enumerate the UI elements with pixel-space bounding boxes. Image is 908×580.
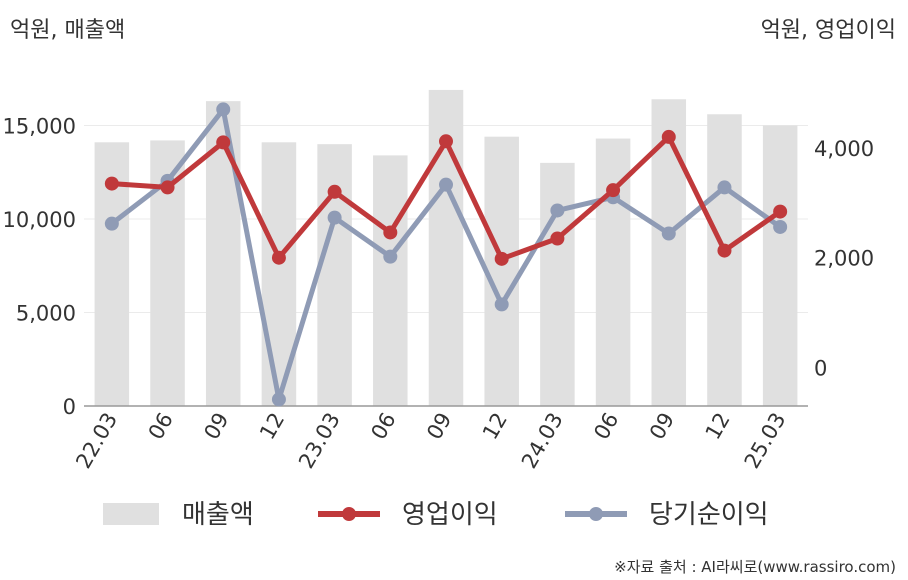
point-operating-profit [271, 250, 286, 265]
x-axis-tick-label: 25.03 [740, 409, 791, 473]
right-axis-unit-label: 억원, 영업이익 [761, 18, 896, 43]
point-operating-profit [606, 183, 621, 198]
legend-label-operating-profit: 영업이익 [402, 500, 498, 530]
bar-sales [540, 162, 575, 406]
line-series [104, 102, 788, 407]
point-net-income [216, 102, 231, 117]
right-axis-tick-label: 4,000 [814, 137, 874, 161]
x-axis-tick-label: 09 [422, 409, 456, 444]
legend: 매출액 영업이익 당기순이익 [103, 500, 769, 530]
legend-swatch-sales [103, 503, 159, 525]
left-axis-unit-label: 억원, 매출액 [10, 18, 125, 43]
left-axis-tick-label: 5,000 [16, 301, 76, 325]
left-axis-tick-label: 15,000 [3, 114, 76, 138]
point-operating-profit [104, 176, 119, 191]
bar-sales [373, 155, 408, 406]
point-net-income [439, 177, 453, 192]
point-operating-profit [550, 231, 565, 246]
bar-sales [595, 138, 631, 407]
x-axis-tick-label: 09 [199, 409, 233, 444]
left-axis-tick-label: 10,000 [3, 208, 76, 232]
point-operating-profit [160, 180, 175, 195]
x-axis-tick-label: 12 [478, 409, 512, 444]
legend-marker-net-income [589, 507, 603, 521]
x-axis-tick-label: 06 [366, 409, 400, 444]
point-operating-profit [661, 129, 676, 144]
point-net-income [104, 216, 119, 231]
x-axis-tick-label: 24.03 [517, 409, 568, 473]
bar-sales [707, 114, 742, 406]
legend-marker-operating-profit [342, 507, 356, 521]
x-axis-tick-label: 06 [144, 409, 178, 444]
x-axis-tick-label: 09 [645, 409, 679, 444]
point-net-income [383, 249, 398, 264]
x-axis-tick-label: 22.03 [71, 409, 122, 473]
right-axis-tick-label: 0 [814, 357, 827, 381]
point-operating-profit [216, 135, 231, 150]
point-net-income [773, 219, 788, 234]
point-net-income [717, 180, 732, 195]
x-axis-tick-label: 12 [701, 409, 735, 444]
x-axis-tick-label: 12 [255, 409, 289, 444]
point-operating-profit [439, 134, 453, 149]
point-operating-profit [773, 204, 788, 219]
x-axis-tick-label: 23.03 [294, 409, 345, 473]
point-net-income [494, 297, 509, 312]
left-axis-tick-label: 0 [63, 395, 76, 419]
source-note: ※자료 출처 : AI라씨로(www.rassiro.com) [614, 558, 896, 576]
point-operating-profit [383, 225, 398, 240]
point-net-income [271, 392, 286, 407]
x-axis-ticks: 22.03 06 09 12 23.03 06 09 12 24.03 06 09 12 25.03 [71, 409, 790, 473]
legend-label-sales: 매출액 [182, 500, 254, 530]
right-axis-tick-label: 2,000 [814, 247, 874, 271]
legend-label-net-income: 당기순이익 [649, 500, 769, 530]
point-net-income [327, 210, 342, 225]
point-operating-profit [717, 243, 732, 258]
left-axis-ticks: 0 5,000 10,000 15,000 [3, 114, 76, 419]
x-axis-tick-label: 06 [589, 409, 623, 444]
point-operating-profit [494, 251, 509, 266]
right-axis-ticks: 0 2,000 4,000 [814, 137, 874, 381]
bar-sales [762, 125, 798, 406]
bar-sales [317, 144, 352, 406]
point-net-income [550, 203, 565, 218]
bar-sales [484, 136, 519, 406]
point-net-income [661, 226, 676, 241]
point-operating-profit [327, 184, 342, 199]
